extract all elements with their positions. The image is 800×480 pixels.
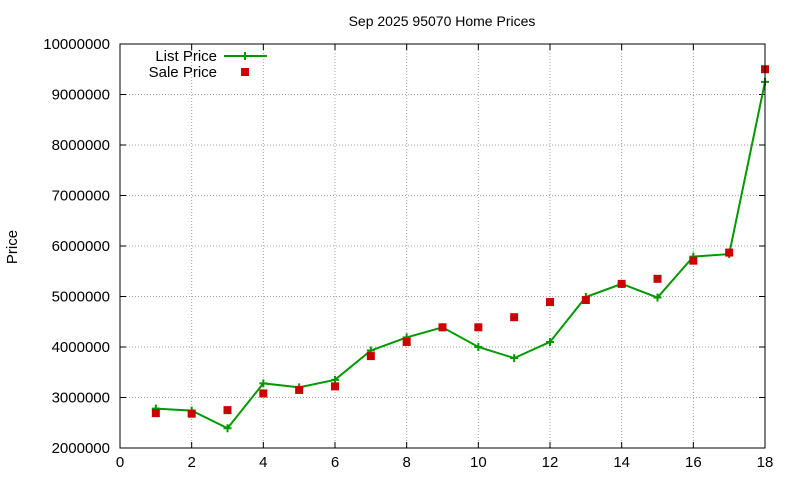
sale-price-point [259, 389, 268, 398]
y-tick-label: 4000000 [52, 339, 110, 356]
y-tick-label: 9000000 [52, 87, 110, 104]
y-tick-label: 7000000 [52, 188, 110, 205]
x-tick-label: 10 [470, 454, 487, 471]
axis-ticks: 0 2 4 6 8 10 12 14 16 18 2000000 3000000 4000000 5000… [43, 36, 773, 471]
y-tick-label: 10000000 [43, 36, 110, 53]
x-tick-label: 16 [685, 454, 702, 471]
list-price-point [510, 354, 519, 363]
sale-price-point [366, 352, 375, 361]
plot-frame [119, 43, 766, 449]
y-tick-label: 3000000 [52, 390, 110, 407]
legend-square-marker [241, 68, 249, 76]
sale-price-point [331, 382, 339, 391]
x-tick-label: 4 [259, 454, 267, 471]
sale-price-point [474, 323, 483, 332]
legend-plus-marker [241, 52, 249, 60]
x-tick-label: 18 [757, 454, 774, 471]
grid-lines [120, 44, 765, 448]
sale-price-point [223, 406, 232, 415]
y-axis-label: Price [4, 230, 21, 264]
sale-price-point [295, 385, 304, 394]
y-tick-label: 8000000 [52, 137, 110, 154]
x-tick-label: 0 [116, 454, 124, 471]
series-layer [151, 65, 769, 433]
y-tick-label: 5000000 [52, 289, 110, 306]
sale-price-point [187, 409, 196, 418]
list-price-point [223, 424, 232, 433]
x-tick-label: 14 [613, 454, 630, 471]
y-tick-label: 2000000 [52, 440, 110, 457]
x-tick-label: 2 [187, 454, 195, 471]
list-price-point [259, 379, 268, 388]
sale-price-point [617, 279, 626, 288]
chart-title: Sep 2025 95070 Home Prices [349, 13, 536, 29]
sale-price-point [438, 323, 447, 332]
sale-price-point [725, 248, 734, 257]
list-price-line [155, 81, 766, 430]
y-tick-label: 6000000 [52, 238, 110, 255]
x-tick-label: 8 [402, 454, 410, 471]
x-tick-label: 12 [542, 454, 559, 471]
sale-price-point [510, 313, 519, 322]
sale-price-point [581, 296, 590, 305]
sale-price-point [151, 409, 160, 418]
sale-price-point [689, 256, 698, 265]
sale-price-point [402, 337, 411, 346]
series-list-price [151, 77, 769, 433]
sale-price-point [546, 298, 554, 307]
x-tick-label: 6 [331, 454, 339, 471]
list-price-point [653, 293, 662, 302]
legend-label: List Price [155, 48, 217, 65]
list-price-point [474, 343, 483, 351]
series-sale-price [151, 65, 769, 418]
sale-price-point [653, 274, 662, 283]
legend-label: Sale Price [149, 64, 217, 81]
list-price-point [546, 337, 554, 346]
